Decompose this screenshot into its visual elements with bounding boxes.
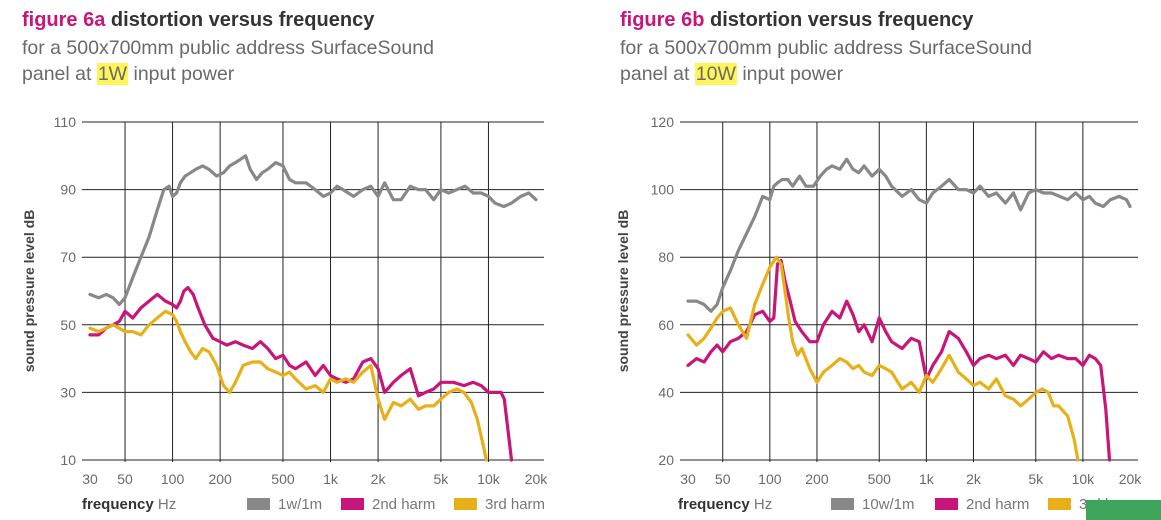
subtitle-prefix: panel at xyxy=(22,63,97,85)
y-tick-label: 120 xyxy=(651,114,675,130)
y-tick-label: 10 xyxy=(60,452,76,468)
y-tick-label: 80 xyxy=(658,249,674,265)
y-tick-label: 100 xyxy=(651,182,675,198)
x-tick-label: 200 xyxy=(805,471,829,487)
x-tick-label: 2k xyxy=(371,471,387,487)
x-axis-title: frequency Hz xyxy=(82,496,176,513)
y-tick-label: 50 xyxy=(60,317,76,333)
corner-badge xyxy=(1086,500,1161,520)
x-tick-label: 100 xyxy=(161,471,185,487)
x-tick-label: 50 xyxy=(715,471,731,487)
fundamental-line xyxy=(686,157,1132,313)
x-tick-label: 5k xyxy=(434,471,450,487)
x-tick-label: 500 xyxy=(868,471,892,487)
x-tick-label: 20k xyxy=(525,471,549,487)
y-tick-label: 20 xyxy=(658,452,674,468)
legend-label: 2nd harm xyxy=(372,496,436,513)
x-tick-label: 30 xyxy=(82,471,98,487)
third-harmonic-line xyxy=(686,255,1080,462)
subtitle-line-1: for a 500x700mm public address SurfaceSo… xyxy=(620,37,1032,59)
x-tick-label: 200 xyxy=(208,471,232,487)
x-axis-title: frequency Hz xyxy=(678,496,772,513)
distortion-chart-6b: 20 40 60 80 100 120 30 50 100 200 500 1k 2k 5k 10k 20k s… xyxy=(615,114,1143,487)
legend-swatch-grey xyxy=(831,498,854,510)
legend-swatch-grey xyxy=(247,498,270,510)
x-axis-label: frequency xyxy=(678,496,750,513)
subtitle-line-2: panel at 10W input power xyxy=(620,63,843,86)
y-tick-label: 60 xyxy=(658,317,674,333)
figure-heading: distortion versus frequency xyxy=(710,9,974,31)
figure-number: figure 6a xyxy=(22,9,106,31)
grid xyxy=(680,121,1138,462)
x-axis-unit: Hz xyxy=(157,496,177,513)
legend-swatch-magenta xyxy=(341,498,364,510)
second-harmonic-line xyxy=(686,259,1112,462)
legend-swatch-yellow xyxy=(454,498,477,510)
figure-6a-panel: figure 6a distortion versus frequency fo… xyxy=(0,0,580,520)
legend-item-fundamental: 1w/1m xyxy=(247,496,322,513)
legend-item-3rd-harm: 3rd harm xyxy=(454,496,545,513)
x-tick-label: 10k xyxy=(477,471,501,487)
second-harmonic-line xyxy=(88,286,514,462)
third-harmonic-line xyxy=(88,309,488,462)
y-tick-label: 40 xyxy=(658,384,674,400)
x-tick-label: 20k xyxy=(1119,471,1143,487)
x-tick-label: 500 xyxy=(271,471,295,487)
power-highlight: 10W xyxy=(694,63,737,85)
legend-swatch-magenta xyxy=(935,498,958,510)
x-tick-label: 10k xyxy=(1072,471,1096,487)
legend-label: 1w/1m xyxy=(278,496,323,513)
x-tick-label: 1k xyxy=(323,471,339,487)
subtitle-line-1: for a 500x700mm public address SurfaceSo… xyxy=(22,37,434,59)
x-tick-label: 50 xyxy=(117,471,133,487)
x-axis-label: frequency xyxy=(82,496,154,513)
y-tick-label: 110 xyxy=(54,114,77,130)
y-tick-label: 70 xyxy=(60,249,76,265)
subtitle-suffix: input power xyxy=(128,63,235,85)
power-highlight: 1W xyxy=(96,63,129,85)
figure-title: figure 6a distortion versus frequency xyxy=(22,9,374,32)
x-tick-label: 100 xyxy=(758,471,782,487)
y-tick-label: 90 xyxy=(60,182,76,198)
x-axis-unit: Hz xyxy=(753,496,773,513)
y-axis-label: sound pressure level dB xyxy=(615,210,631,373)
subtitle-suffix: input power xyxy=(736,63,844,85)
subtitle-line-2: panel at 1W input power xyxy=(22,63,234,86)
legend-label: 3rd harm xyxy=(485,496,546,513)
x-tick-label: 5k xyxy=(1028,471,1044,487)
figure-title: figure 6b distortion versus frequency xyxy=(620,9,973,32)
x-tick-label: 30 xyxy=(680,471,696,487)
legend-swatch-yellow xyxy=(1048,498,1071,510)
legend-item-2nd-harm: 2nd harm xyxy=(341,496,435,513)
y-axis-label: sound pressure level dB xyxy=(21,210,37,373)
fundamental-line xyxy=(88,154,538,307)
figure-heading: distortion versus frequency xyxy=(110,9,375,31)
legend-item-2nd-harm: 2nd harm xyxy=(935,496,1029,513)
x-tick-label: 1k xyxy=(919,471,935,487)
distortion-chart-6a: 10 30 50 70 90 110 30 50 100 200 500 1k 2k 5k 10k 20k so… xyxy=(21,114,549,487)
legend-item-fundamental: 10w/1m xyxy=(831,496,915,513)
subtitle-prefix: panel at xyxy=(620,63,695,85)
figure-number: figure 6b xyxy=(620,9,705,31)
y-tick-label: 30 xyxy=(60,384,76,400)
legend-label: 10w/1m xyxy=(862,496,915,513)
figure-6b-panel: figure 6b distortion versus frequency fo… xyxy=(600,0,1161,520)
x-tick-label: 2k xyxy=(966,471,982,487)
legend-label: 2nd harm xyxy=(966,496,1030,513)
